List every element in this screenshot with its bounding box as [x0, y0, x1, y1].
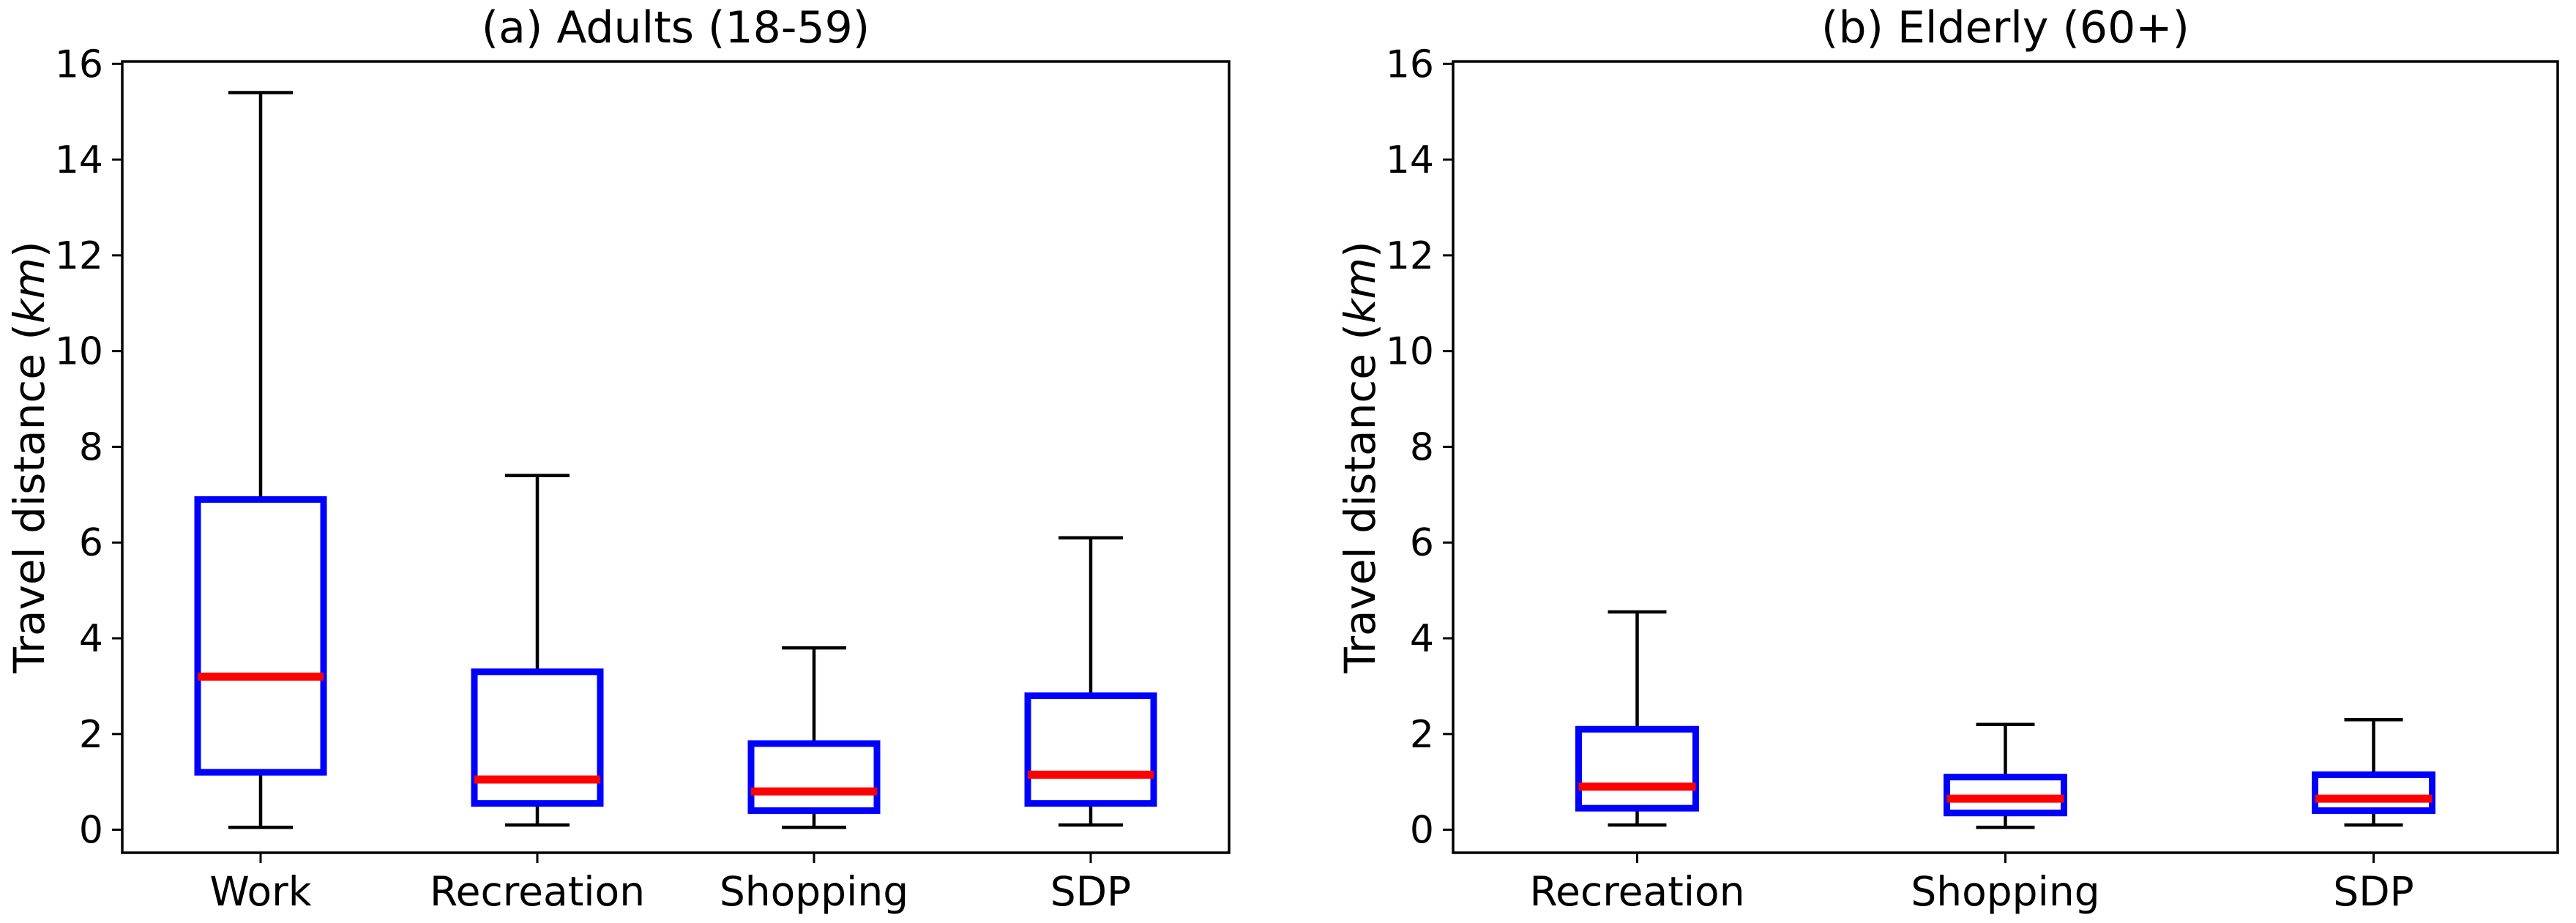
panel-b-box-shopping: [1944, 722, 2067, 829]
panel-a-ytick-label-6: 6: [79, 521, 103, 565]
panel-a-ylabel: Travel distance (km): [4, 241, 54, 673]
panel-b-ytick-label-2: 2: [1410, 713, 1434, 757]
panel-b-ytick-label-16: 16: [1386, 42, 1434, 86]
panel-a-ytick-label-14: 14: [55, 138, 103, 182]
panel-a-box-recreation: [471, 474, 604, 827]
panel-b-ylabel: Travel distance (km): [1335, 241, 1385, 673]
panel-b-xlabel-recreation: Recreation: [1529, 868, 1744, 915]
panel-a-ytick-label-12: 12: [55, 234, 103, 278]
panel-a-axes-frame: [121, 60, 1231, 854]
panel-b-ytick-label-4: 4: [1410, 617, 1434, 661]
panel-a-box-shopping-iqr: [747, 740, 881, 814]
panel-b-box-recreation-iqr: [1575, 725, 1699, 812]
panel-b-xlabel-sdp: SDP: [2333, 868, 2413, 915]
panel-a-xlabel-sdp: SDP: [1050, 868, 1131, 915]
panel-a-title: (a) Adults (18-59): [482, 2, 870, 53]
panel-b-xlabel-shopping: Shopping: [1911, 868, 2099, 915]
panel-b-title: (b) Elderly (60+): [1821, 2, 2189, 53]
panel-b-box-sdp-iqr: [2312, 771, 2435, 814]
panel-b-box-sdp: [2312, 717, 2435, 827]
panel-a-box-shopping: [747, 646, 881, 829]
panel-a-box-sdp: [1024, 536, 1157, 827]
panel-a-ytick-label-16: 16: [55, 42, 103, 86]
panel-a: (a) Adults (18-59) Travel distance (km) 0 2…: [4, 2, 1231, 915]
panel-a-box-work-iqr: [194, 496, 327, 776]
panel-a-box-sdp-iqr: [1024, 692, 1157, 807]
panel-b-ytick-label-8: 8: [1410, 425, 1434, 469]
panel-a-ytick-label-2: 2: [79, 713, 103, 757]
panel-a-ytick-label-10: 10: [55, 330, 103, 374]
panel-a-ytick-label-4: 4: [79, 617, 103, 661]
panel-a-xlabel-work: Work: [209, 868, 311, 915]
panel-a-xlabel-recreation: Recreation: [430, 868, 645, 915]
panel-a-box-work: [194, 91, 327, 829]
panel-b-box-recreation: [1575, 610, 1699, 827]
panel-a-box-recreation-iqr: [471, 668, 604, 807]
panel-b-ytick-label-12: 12: [1386, 234, 1434, 278]
panel-b-ytick-label-0: 0: [1410, 809, 1434, 853]
panel-a-xlabel-shopping: Shopping: [720, 868, 908, 915]
panel-a-ytick-label-8: 8: [79, 425, 103, 469]
panel-b-ytick-label-6: 6: [1410, 521, 1434, 565]
panel-a-ytick-label-0: 0: [79, 809, 103, 853]
panel-b-ytick-label-10: 10: [1386, 330, 1434, 374]
panel-b-ytick-label-14: 14: [1386, 138, 1434, 182]
panel-b: (b) Elderly (60+) Travel distance (km) 0 2 4…: [1335, 2, 2559, 915]
